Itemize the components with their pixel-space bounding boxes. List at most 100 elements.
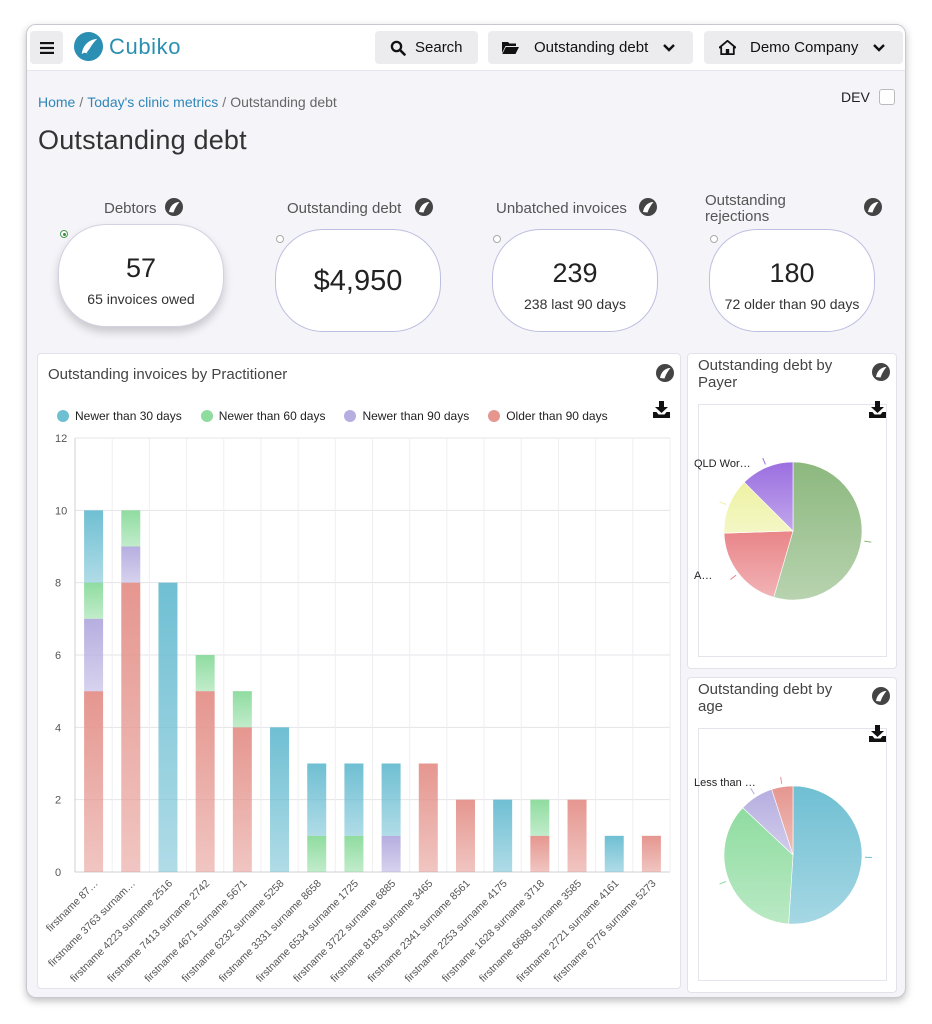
help-icon[interactable] — [164, 197, 184, 217]
bar-segment[interactable] — [158, 582, 178, 872]
breadcrumb-current: Outstanding debt — [230, 94, 337, 110]
hamburger-icon — [39, 41, 54, 54]
dev-label: DEV — [841, 89, 870, 105]
legend-label: Newer than 90 days — [362, 409, 470, 423]
chart-title: Outstanding invoices by Practitioner — [48, 366, 288, 383]
legend-item[interactable]: Older than 90 days — [488, 409, 608, 423]
pie-slice[interactable] — [723, 481, 794, 534]
bar-segment[interactable] — [232, 727, 252, 872]
folder-open-icon — [502, 41, 519, 54]
bar-segment[interactable] — [530, 799, 550, 836]
metric-card-outstanding-rejections[interactable]: 180 72 older than 90 days — [709, 229, 875, 332]
report-selector[interactable]: Outstanding debt — [488, 31, 693, 64]
pie-label-connector — [762, 457, 766, 465]
bar-segment[interactable] — [84, 618, 104, 692]
bar-segment[interactable] — [307, 835, 327, 872]
metric-card-unbatched-invoices[interactable]: 239 238 last 90 days — [492, 229, 658, 332]
bar-segment[interactable] — [344, 763, 364, 836]
metric-radio[interactable] — [710, 235, 718, 243]
bar-segment[interactable] — [381, 763, 401, 836]
bar-segment[interactable] — [232, 691, 252, 728]
pie-label-connector — [719, 501, 727, 505]
bar-segment[interactable] — [418, 763, 438, 873]
legend-label: Newer than 60 days — [218, 409, 326, 423]
bar-segment[interactable] — [344, 835, 364, 872]
legend-item[interactable]: Newer than 60 days — [200, 409, 326, 423]
y-tick-label: 4 — [55, 722, 61, 734]
pie-label-connector — [719, 881, 727, 885]
pie-label: Less than … — [694, 777, 756, 789]
download-icon[interactable] — [868, 725, 887, 744]
bar-segment[interactable] — [604, 835, 624, 872]
metric-card-debtors[interactable]: 57 65 invoices owed — [58, 224, 224, 327]
search-icon — [390, 40, 406, 56]
cubiko-logo-icon — [73, 31, 104, 62]
metric-value: 57 — [125, 253, 157, 283]
page-title: Outstanding debt — [38, 125, 247, 155]
pie-label-connector — [864, 540, 872, 543]
app-name: Cubiko — [109, 33, 182, 59]
chart-title: Outstanding debt by age — [698, 681, 833, 715]
top-bar: Cubiko Search Outstanding debt — [27, 25, 905, 71]
help-icon[interactable] — [655, 363, 675, 383]
download-icon[interactable] — [652, 401, 671, 420]
legend-swatch — [344, 410, 357, 422]
pie-slice[interactable] — [788, 785, 863, 925]
pie-slice[interactable] — [723, 530, 794, 598]
bar-segment[interactable] — [567, 799, 587, 872]
download-icon[interactable] — [868, 401, 887, 420]
bar-segment[interactable] — [307, 763, 327, 836]
pie-slice[interactable] — [773, 461, 863, 601]
breadcrumb-home[interactable]: Home — [38, 94, 76, 110]
company-selector[interactable]: Demo Company — [704, 31, 903, 64]
help-icon[interactable] — [863, 197, 883, 217]
legend-item[interactable]: Newer than 90 days — [344, 409, 469, 423]
legend-label: Older than 90 days — [506, 409, 608, 423]
metric-value: $4,950 — [313, 265, 403, 297]
bar-segment[interactable] — [455, 799, 475, 872]
bar-segment[interactable] — [381, 835, 401, 872]
pie-slice[interactable] — [771, 785, 794, 856]
help-icon[interactable] — [414, 197, 434, 217]
metric-radio[interactable] — [493, 235, 501, 243]
bar-segment[interactable] — [195, 655, 215, 692]
bar-segment[interactable] — [84, 691, 104, 872]
dev-checkbox[interactable] — [878, 89, 895, 105]
y-tick-label: 2 — [55, 795, 61, 807]
metric-card-outstanding-debt[interactable]: $4,950 — [275, 229, 441, 332]
bar-segment[interactable] — [121, 510, 141, 547]
bar-segment[interactable] — [121, 546, 141, 583]
bar-segment[interactable] — [493, 799, 513, 872]
pie-label-connector — [780, 776, 783, 784]
help-icon[interactable] — [871, 686, 891, 706]
payer-chart-panel: Outstanding debt by Payer QLD Wor… A… — [687, 353, 897, 669]
help-icon[interactable] — [871, 362, 891, 382]
legend-item[interactable]: Newer than 30 days — [57, 409, 182, 423]
bar-segment[interactable] — [530, 835, 550, 872]
breadcrumb-clinic-metrics[interactable]: Today's clinic metrics — [87, 94, 219, 110]
metric-subtext: 238 last 90 days — [524, 296, 626, 312]
search-label: Search — [415, 39, 463, 56]
bar-segment[interactable] — [270, 727, 290, 872]
chevron-down-icon — [663, 43, 676, 52]
logo[interactable]: Cubiko — [73, 31, 181, 62]
bar-segment[interactable] — [641, 835, 661, 872]
menu-button[interactable] — [30, 31, 63, 64]
metric-value: 180 — [769, 258, 815, 288]
bar-segment[interactable] — [121, 582, 141, 872]
metric-subtext: 65 invoices owed — [87, 291, 195, 307]
metric-radio[interactable] — [276, 235, 284, 243]
practitioner-chart-panel: Outstanding invoices by Practitioner New… — [37, 353, 681, 989]
bar-segment[interactable] — [84, 582, 104, 619]
bar-segment[interactable] — [84, 510, 104, 583]
pie-slice[interactable] — [743, 461, 794, 532]
metric-radio[interactable] — [60, 230, 68, 238]
pie-slice[interactable] — [723, 807, 794, 925]
search-button[interactable]: Search — [375, 31, 478, 64]
metric-subtext: 72 older than 90 days — [724, 296, 860, 312]
report-selector-label: Outstanding debt — [534, 39, 649, 56]
help-icon[interactable] — [638, 197, 658, 217]
breadcrumb: Home / Today's clinic metrics / Outstanding … — [38, 94, 337, 110]
bar-segment[interactable] — [195, 691, 215, 872]
